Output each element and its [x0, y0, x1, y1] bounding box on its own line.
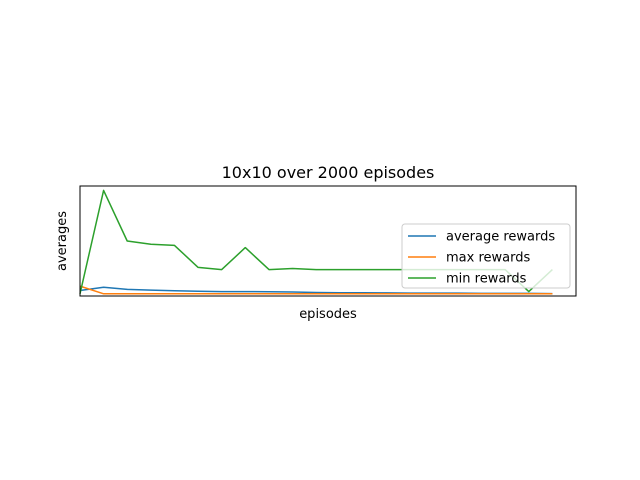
y-axis-label: averages	[55, 211, 70, 271]
series-line-max-rewards	[79, 285, 553, 295]
legend: average rewards max rewards min rewards	[401, 223, 571, 289]
legend-label: max rewards	[446, 251, 530, 266]
plot-frame	[79, 185, 577, 297]
legend-entries: average rewards max rewards min rewards	[408, 230, 555, 287]
chart-title: 10x10 over 2000 episodes	[222, 163, 435, 182]
x-axis-label: episodes	[299, 307, 357, 322]
legend-label: min rewards	[446, 272, 527, 287]
legend-box	[401, 223, 571, 289]
legend-label: average rewards	[446, 230, 555, 245]
